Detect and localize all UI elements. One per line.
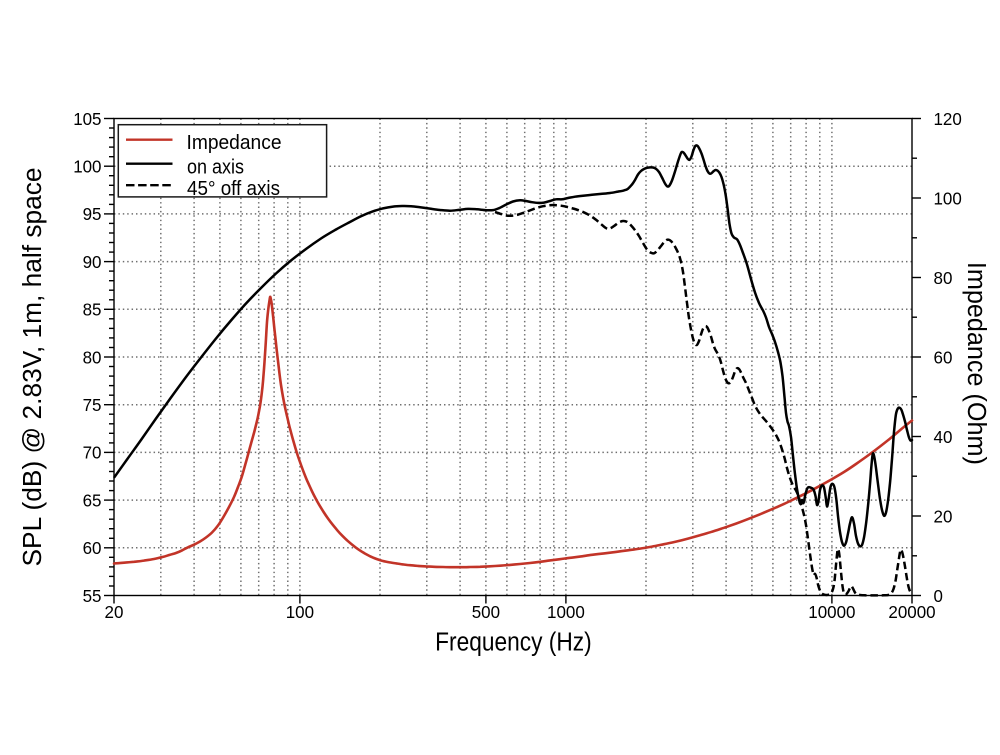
svg-text:100: 100 bbox=[73, 157, 102, 177]
svg-text:100: 100 bbox=[286, 602, 315, 622]
svg-text:85: 85 bbox=[83, 300, 102, 320]
svg-text:Frequency (Hz): Frequency (Hz) bbox=[435, 628, 592, 656]
svg-text:120: 120 bbox=[934, 109, 963, 129]
svg-text:Impedance: Impedance bbox=[187, 131, 282, 154]
svg-text:0: 0 bbox=[934, 586, 944, 606]
svg-text:20: 20 bbox=[105, 602, 124, 622]
svg-text:75: 75 bbox=[83, 395, 102, 415]
svg-text:40: 40 bbox=[934, 427, 953, 447]
svg-text:45° off axis: 45° off axis bbox=[187, 177, 280, 200]
svg-text:500: 500 bbox=[472, 602, 501, 622]
svg-text:20000: 20000 bbox=[888, 602, 935, 622]
svg-text:105: 105 bbox=[73, 109, 102, 129]
svg-text:60: 60 bbox=[934, 347, 953, 367]
svg-text:60: 60 bbox=[83, 538, 102, 558]
svg-text:80: 80 bbox=[934, 268, 953, 288]
svg-text:55: 55 bbox=[83, 586, 102, 606]
svg-text:Impedance (Ohm): Impedance (Ohm) bbox=[962, 262, 990, 465]
svg-text:95: 95 bbox=[83, 204, 102, 224]
svg-text:90: 90 bbox=[83, 252, 102, 272]
svg-text:80: 80 bbox=[83, 347, 102, 367]
svg-text:100: 100 bbox=[934, 188, 963, 208]
svg-text:20: 20 bbox=[934, 506, 953, 526]
svg-text:65: 65 bbox=[83, 490, 102, 510]
svg-text:on axis: on axis bbox=[187, 155, 244, 178]
svg-text:SPL (dB) @ 2.83V, 1m, half spa: SPL (dB) @ 2.83V, 1m, half space bbox=[19, 168, 47, 567]
svg-text:70: 70 bbox=[83, 443, 102, 463]
svg-text:1000: 1000 bbox=[547, 602, 585, 622]
svg-text:10000: 10000 bbox=[808, 602, 855, 622]
